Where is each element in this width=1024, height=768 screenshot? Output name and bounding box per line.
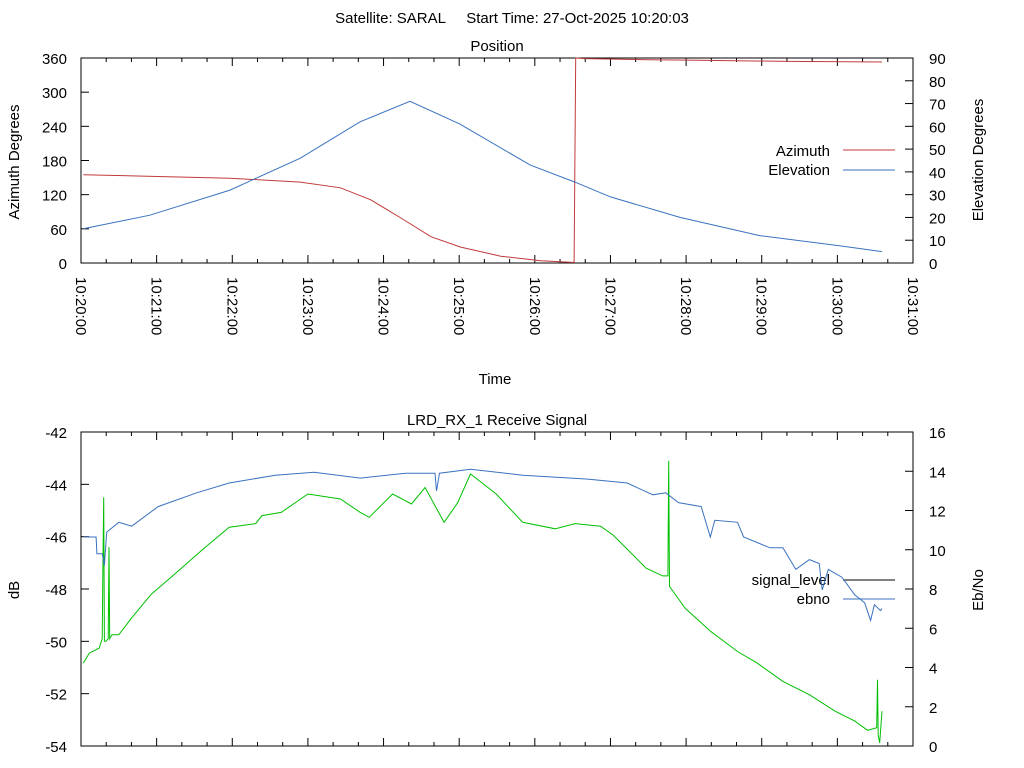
y-tick-label: -52 [45,687,67,704]
signal-plot-title: LRD_RX_1 Receive Signal [407,412,587,429]
y-tick-label: -44 [45,477,67,494]
series-line-elevation [83,100,883,253]
y2-tick-label: 6 [929,621,937,638]
y2-tick-label: 80 [929,74,946,91]
y2-tick-label: 60 [929,119,946,136]
legend-label-elevation: Elevation [768,162,830,179]
y-tick-label: -50 [45,634,67,651]
y-tick-label: 360 [42,51,67,68]
series-line-signal-level [82,460,883,743]
x-tick-label: 10:30:00 [828,277,845,335]
y-tick-label: 240 [42,119,67,136]
y-tick-label: 120 [42,188,67,205]
y2-tick-label: 4 [929,661,937,678]
ebno-axis-label: Eb/No [970,569,987,611]
plot-border [80,431,914,747]
y2-tick-label: 10 [929,543,946,560]
y2-tick-label: 0 [929,739,937,756]
y2-tick-label: 16 [929,425,946,442]
series-line-azimuth [83,57,883,263]
y-tick-label: -46 [45,530,67,547]
y-tick-label: -48 [45,582,67,599]
y2-tick-label: 70 [929,97,946,114]
y2-tick-label: 12 [929,504,946,521]
x-tick-label: 10:20:00 [72,277,89,335]
x-tick-label: 10:21:00 [148,277,165,335]
x-tick-label: 10:28:00 [677,277,694,335]
x-tick-label: 10:23:00 [299,277,316,335]
figure-title: Satellite: SARAL Start Time: 27-Oct-2025… [335,10,689,27]
y2-tick-label: 40 [929,165,946,182]
legend-label-ebno: ebno [797,591,830,608]
db-axis-label: dB [6,581,23,599]
position-plot: Position Azimuth Degrees Elevation Degre… [6,38,987,388]
y-tick-label: -42 [45,425,67,442]
position-plot-title: Position [470,38,523,55]
y2-tick-label: 14 [929,464,946,481]
x-tick-label: 10:26:00 [526,277,543,335]
y-tick-label: 300 [42,85,67,102]
y2-tick-label: 10 [929,233,946,250]
azimuth-axis-label: Azimuth Degrees [6,104,23,219]
elevation-axis-label: Elevation Degrees [970,99,987,222]
x-tick-label: 10:25:00 [450,277,467,335]
series-line-ebno [83,468,883,623]
y2-tick-label: 8 [929,582,937,599]
y2-tick-label: 20 [929,210,946,227]
plot-border [80,57,914,264]
y-tick-label: 180 [42,154,67,171]
time-axis-label: Time [479,371,512,388]
legend-label-signal-level: signal_level [752,572,830,589]
x-tick-label: 10:22:00 [223,277,240,335]
legend-label-azimuth: Azimuth [776,143,830,160]
y2-tick-label: 2 [929,700,937,717]
y2-tick-label: 30 [929,188,946,205]
receive-signal-plot: LRD_RX_1 Receive Signal dB Eb/No signal_… [6,412,987,756]
y-tick-label: 0 [59,256,67,273]
y-tick-label: 60 [50,222,67,239]
y2-tick-label: 0 [929,256,937,273]
y2-tick-label: 90 [929,51,946,68]
y2-tick-label: 50 [929,142,946,159]
y-tick-label: -54 [45,739,67,756]
x-tick-label: 10:29:00 [753,277,770,335]
x-tick-label: 10:27:00 [601,277,618,335]
x-tick-label: 10:31:00 [904,277,921,335]
x-tick-label: 10:24:00 [375,277,392,335]
